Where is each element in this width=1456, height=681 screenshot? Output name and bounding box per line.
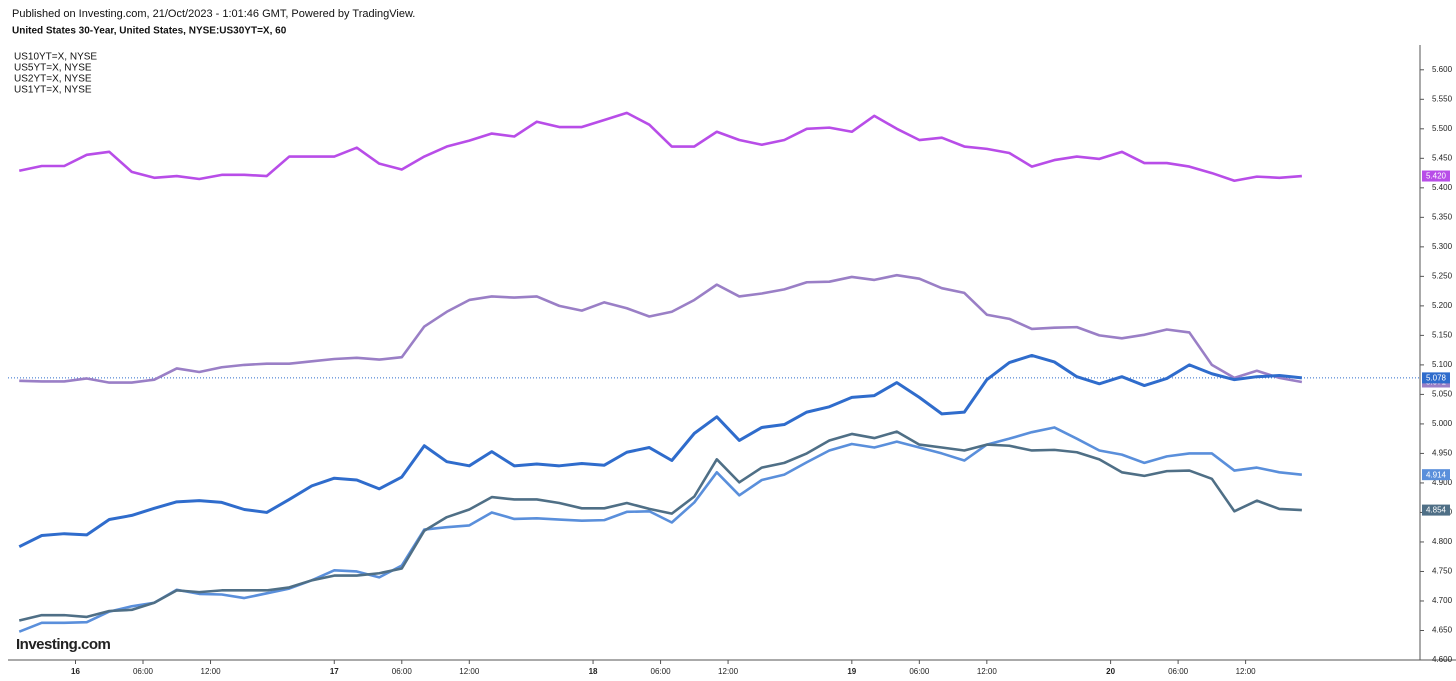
x-tick-label: 12:00 — [201, 667, 222, 676]
x-tick-label: 06:00 — [133, 667, 154, 676]
chart-title: United States 30-Year, United States, NY… — [12, 26, 287, 37]
series-line — [18, 430, 1302, 622]
x-tick-label: 06:00 — [1168, 667, 1189, 676]
price-label-box — [1422, 504, 1450, 516]
x-tick-label: 12:00 — [1236, 667, 1257, 676]
price-label: 4.914 — [1426, 470, 1447, 479]
series-line — [18, 111, 1302, 183]
y-tick-label: 5.450 — [1432, 153, 1453, 162]
legend-entry: US10YT=X, NYSE — [14, 52, 97, 63]
x-tick-label: 19 — [847, 667, 856, 676]
y-tick-label: 5.300 — [1432, 242, 1453, 251]
x-tick-label: 16 — [71, 667, 80, 676]
y-tick-label: 5.350 — [1432, 212, 1453, 221]
legend-entry: US1YT=X, NYSE — [14, 85, 92, 96]
x-tick-label: 06:00 — [651, 667, 672, 676]
y-tick-label: 5.100 — [1432, 360, 1453, 369]
y-tick-label: 5.550 — [1432, 94, 1453, 103]
y-tick-label: 5.150 — [1432, 330, 1453, 339]
y-tick-label: 4.600 — [1432, 655, 1453, 664]
y-tick-label: 5.500 — [1432, 124, 1453, 133]
x-tick-label: 18 — [589, 667, 598, 676]
series-line — [18, 353, 1303, 549]
y-tick-label: 4.650 — [1432, 626, 1453, 635]
y-tick-label: 5.000 — [1432, 419, 1453, 428]
watermark: Investing.com — [16, 636, 111, 653]
y-tick-label: 4.700 — [1432, 596, 1453, 605]
x-tick-label: 17 — [330, 667, 339, 676]
x-tick-label: 06:00 — [392, 667, 413, 676]
price-label: 4.854 — [1426, 506, 1447, 515]
y-tick-label: 5.600 — [1432, 65, 1453, 74]
y-tick-label: 5.250 — [1432, 271, 1453, 280]
legend-entry: US5YT=X, NYSE — [14, 63, 92, 74]
price-label-box — [1422, 469, 1450, 481]
y-tick-label: 5.200 — [1432, 301, 1453, 310]
y-tick-label: 4.950 — [1432, 449, 1453, 458]
x-tick-label: 12:00 — [459, 667, 480, 676]
series-line — [19, 273, 1303, 384]
legend-entry: US2YT=X, NYSE — [14, 74, 92, 85]
y-tick-label: 5.050 — [1432, 390, 1453, 399]
series-line — [18, 426, 1302, 633]
x-tick-label: 20 — [1106, 667, 1115, 676]
y-tick-label: 5.400 — [1432, 183, 1453, 192]
price-label: 5.078 — [1426, 373, 1447, 382]
price-label-box — [1422, 170, 1450, 182]
x-tick-label: 06:00 — [909, 667, 930, 676]
price-label: 5.420 — [1426, 172, 1447, 181]
y-tick-label: 4.800 — [1432, 537, 1453, 546]
y-tick-label: 4.900 — [1432, 478, 1453, 487]
y-tick-label: 4.750 — [1432, 567, 1453, 576]
x-tick-label: 12:00 — [977, 667, 998, 676]
price-label-box — [1422, 372, 1450, 384]
header: Published on Investing.com, 21/Oct/2023 … — [12, 8, 415, 20]
x-tick-label: 12:00 — [718, 667, 739, 676]
